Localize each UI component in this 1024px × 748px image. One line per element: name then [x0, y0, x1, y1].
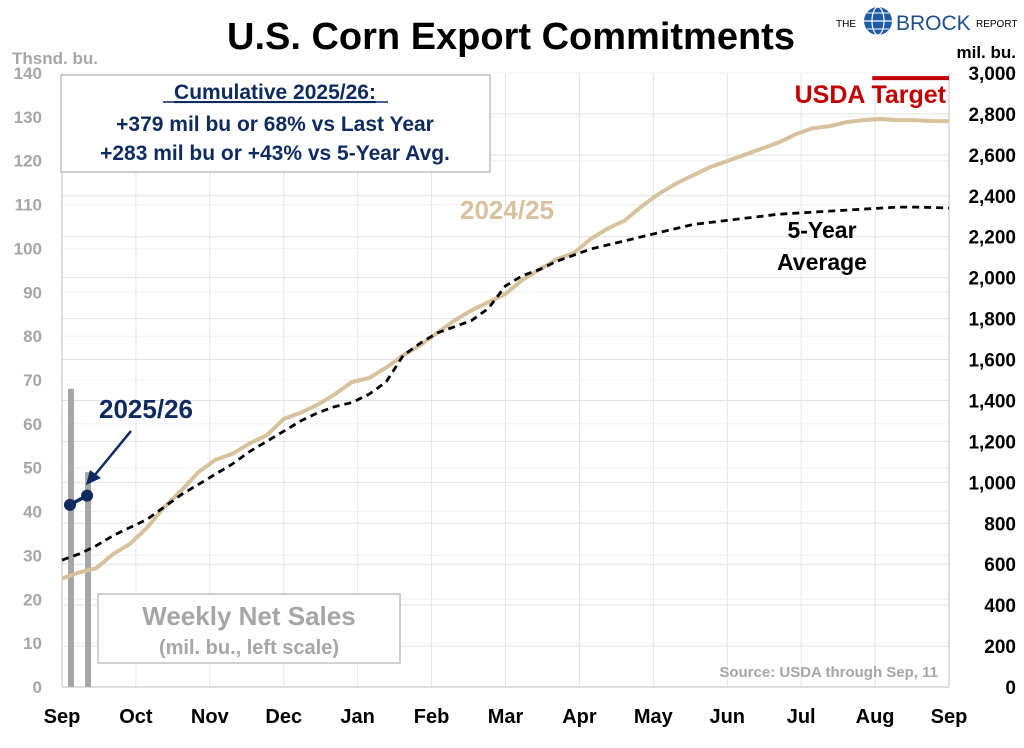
- weekly-net-sales-box: Weekly Net Sales (mil. bu., left scale): [97, 593, 401, 664]
- left-tick-label: 0: [33, 678, 42, 697]
- x-tick-label: Sep: [931, 706, 968, 728]
- left-axis-unit: Thsnd. bu.: [12, 49, 98, 68]
- brand-suffix: REPORT: [976, 19, 1018, 30]
- x-tick-label: Jul: [787, 706, 816, 728]
- x-tick-label: Apr: [562, 706, 597, 728]
- x-tick-label: May: [634, 706, 674, 728]
- right-tick-label: 1,800: [968, 310, 1016, 331]
- right-tick-label: 2,000: [968, 269, 1016, 290]
- series-label-5-year-line1: 5-Year: [787, 217, 856, 243]
- series-label-5-year-line2: Average: [777, 249, 867, 275]
- brand-logo: THE BROCK REPORT: [836, 6, 1018, 36]
- left-tick-label: 140: [14, 64, 42, 83]
- x-tick-label: Dec: [265, 706, 302, 728]
- right-tick-label: 1,400: [968, 391, 1016, 412]
- summary-heading: Cumulative 2025/26:: [174, 81, 376, 104]
- current-year-arrow: [86, 430, 132, 485]
- series-point-2025-26: [81, 489, 94, 502]
- left-tick-label: 50: [23, 459, 42, 478]
- x-tick-label: Oct: [119, 706, 153, 728]
- left-tick-label: 30: [23, 546, 42, 565]
- summary-box: Cumulative 2025/26: +379 mil bu or 68% v…: [60, 74, 491, 173]
- left-tick-label: 60: [23, 415, 42, 434]
- source-note: Source: USDA through Sep, 11: [719, 664, 938, 681]
- weekly-box-title: Weekly Net Sales: [142, 601, 355, 631]
- left-tick-label: 80: [23, 327, 42, 346]
- right-tick-label: 200: [984, 637, 1016, 658]
- weekly-net-sales-bar: [68, 388, 74, 687]
- series-line-2024-25: [61, 117, 949, 581]
- left-tick-label: 20: [23, 590, 42, 609]
- right-tick-label: 0: [1005, 678, 1016, 699]
- right-axis-tick-labels: 0 200 400 600 800 1,000 1,200 1,400 1,600 1,800 2,…: [968, 64, 1016, 699]
- left-tick-label: 10: [23, 634, 42, 653]
- right-axis-unit: mil. bu.: [957, 43, 1017, 62]
- right-tick-label: 2,800: [968, 105, 1016, 126]
- series-label-2025-26: 2025/26: [99, 394, 193, 424]
- brand-name: BROCK: [896, 12, 971, 35]
- right-tick-label: 2,400: [968, 187, 1016, 208]
- x-axis-tick-labels: Sep Oct Nov Dec Jan Feb Mar Apr May Jun Jul Aug Sep: [44, 706, 968, 728]
- brand-prefix: THE: [836, 19, 856, 30]
- summary-line1: +379 mil bu or 68% vs Last Year: [116, 113, 434, 136]
- left-tick-label: 110: [15, 196, 42, 215]
- x-tick-label: Jan: [340, 706, 374, 728]
- left-tick-label: 90: [23, 283, 42, 302]
- usda-target-label: USDA Target: [795, 81, 947, 109]
- series-point-2025-26: [64, 498, 76, 511]
- series-line-5-year-average: [61, 205, 950, 562]
- left-tick-label: 70: [23, 371, 42, 390]
- weekly-net-sales-bar: [85, 472, 92, 687]
- x-tick-label: Nov: [191, 706, 230, 728]
- right-tick-label: 1,000: [968, 473, 1016, 494]
- series-points: [64, 489, 94, 511]
- right-tick-label: 1,200: [968, 432, 1016, 453]
- left-tick-label: 120: [14, 152, 42, 171]
- x-tick-label: Sep: [44, 706, 81, 728]
- left-tick-label: 130: [14, 108, 42, 127]
- series-label-2024-25: 2024/25: [460, 195, 554, 225]
- left-axis-tick-labels: 0 10 20 30 40 50 60 70 80 90 100 110 120 130 140: [14, 64, 42, 697]
- right-tick-label: 2,600: [968, 146, 1016, 167]
- chart-title: U.S. Corn Export Commitments: [227, 16, 795, 58]
- summary-line2: +283 mil bu or +43% vs 5-Year Avg.: [100, 142, 450, 165]
- right-tick-label: 2,200: [968, 228, 1016, 249]
- x-tick-label: Jun: [709, 706, 745, 728]
- x-tick-label: Feb: [414, 706, 450, 728]
- right-tick-label: 1,600: [968, 351, 1016, 372]
- right-tick-label: 400: [984, 596, 1016, 617]
- weekly-box-subtitle: (mil. bu., left scale): [159, 637, 339, 659]
- left-tick-label: 100: [14, 239, 42, 258]
- x-tick-label: Mar: [488, 706, 524, 728]
- right-tick-label: 3,000: [968, 64, 1016, 85]
- left-tick-label: 40: [23, 503, 42, 522]
- right-tick-label: 600: [984, 555, 1016, 576]
- weekly-net-sales-bars: [68, 388, 92, 687]
- right-tick-label: 800: [984, 514, 1016, 535]
- x-tick-label: Aug: [856, 706, 895, 728]
